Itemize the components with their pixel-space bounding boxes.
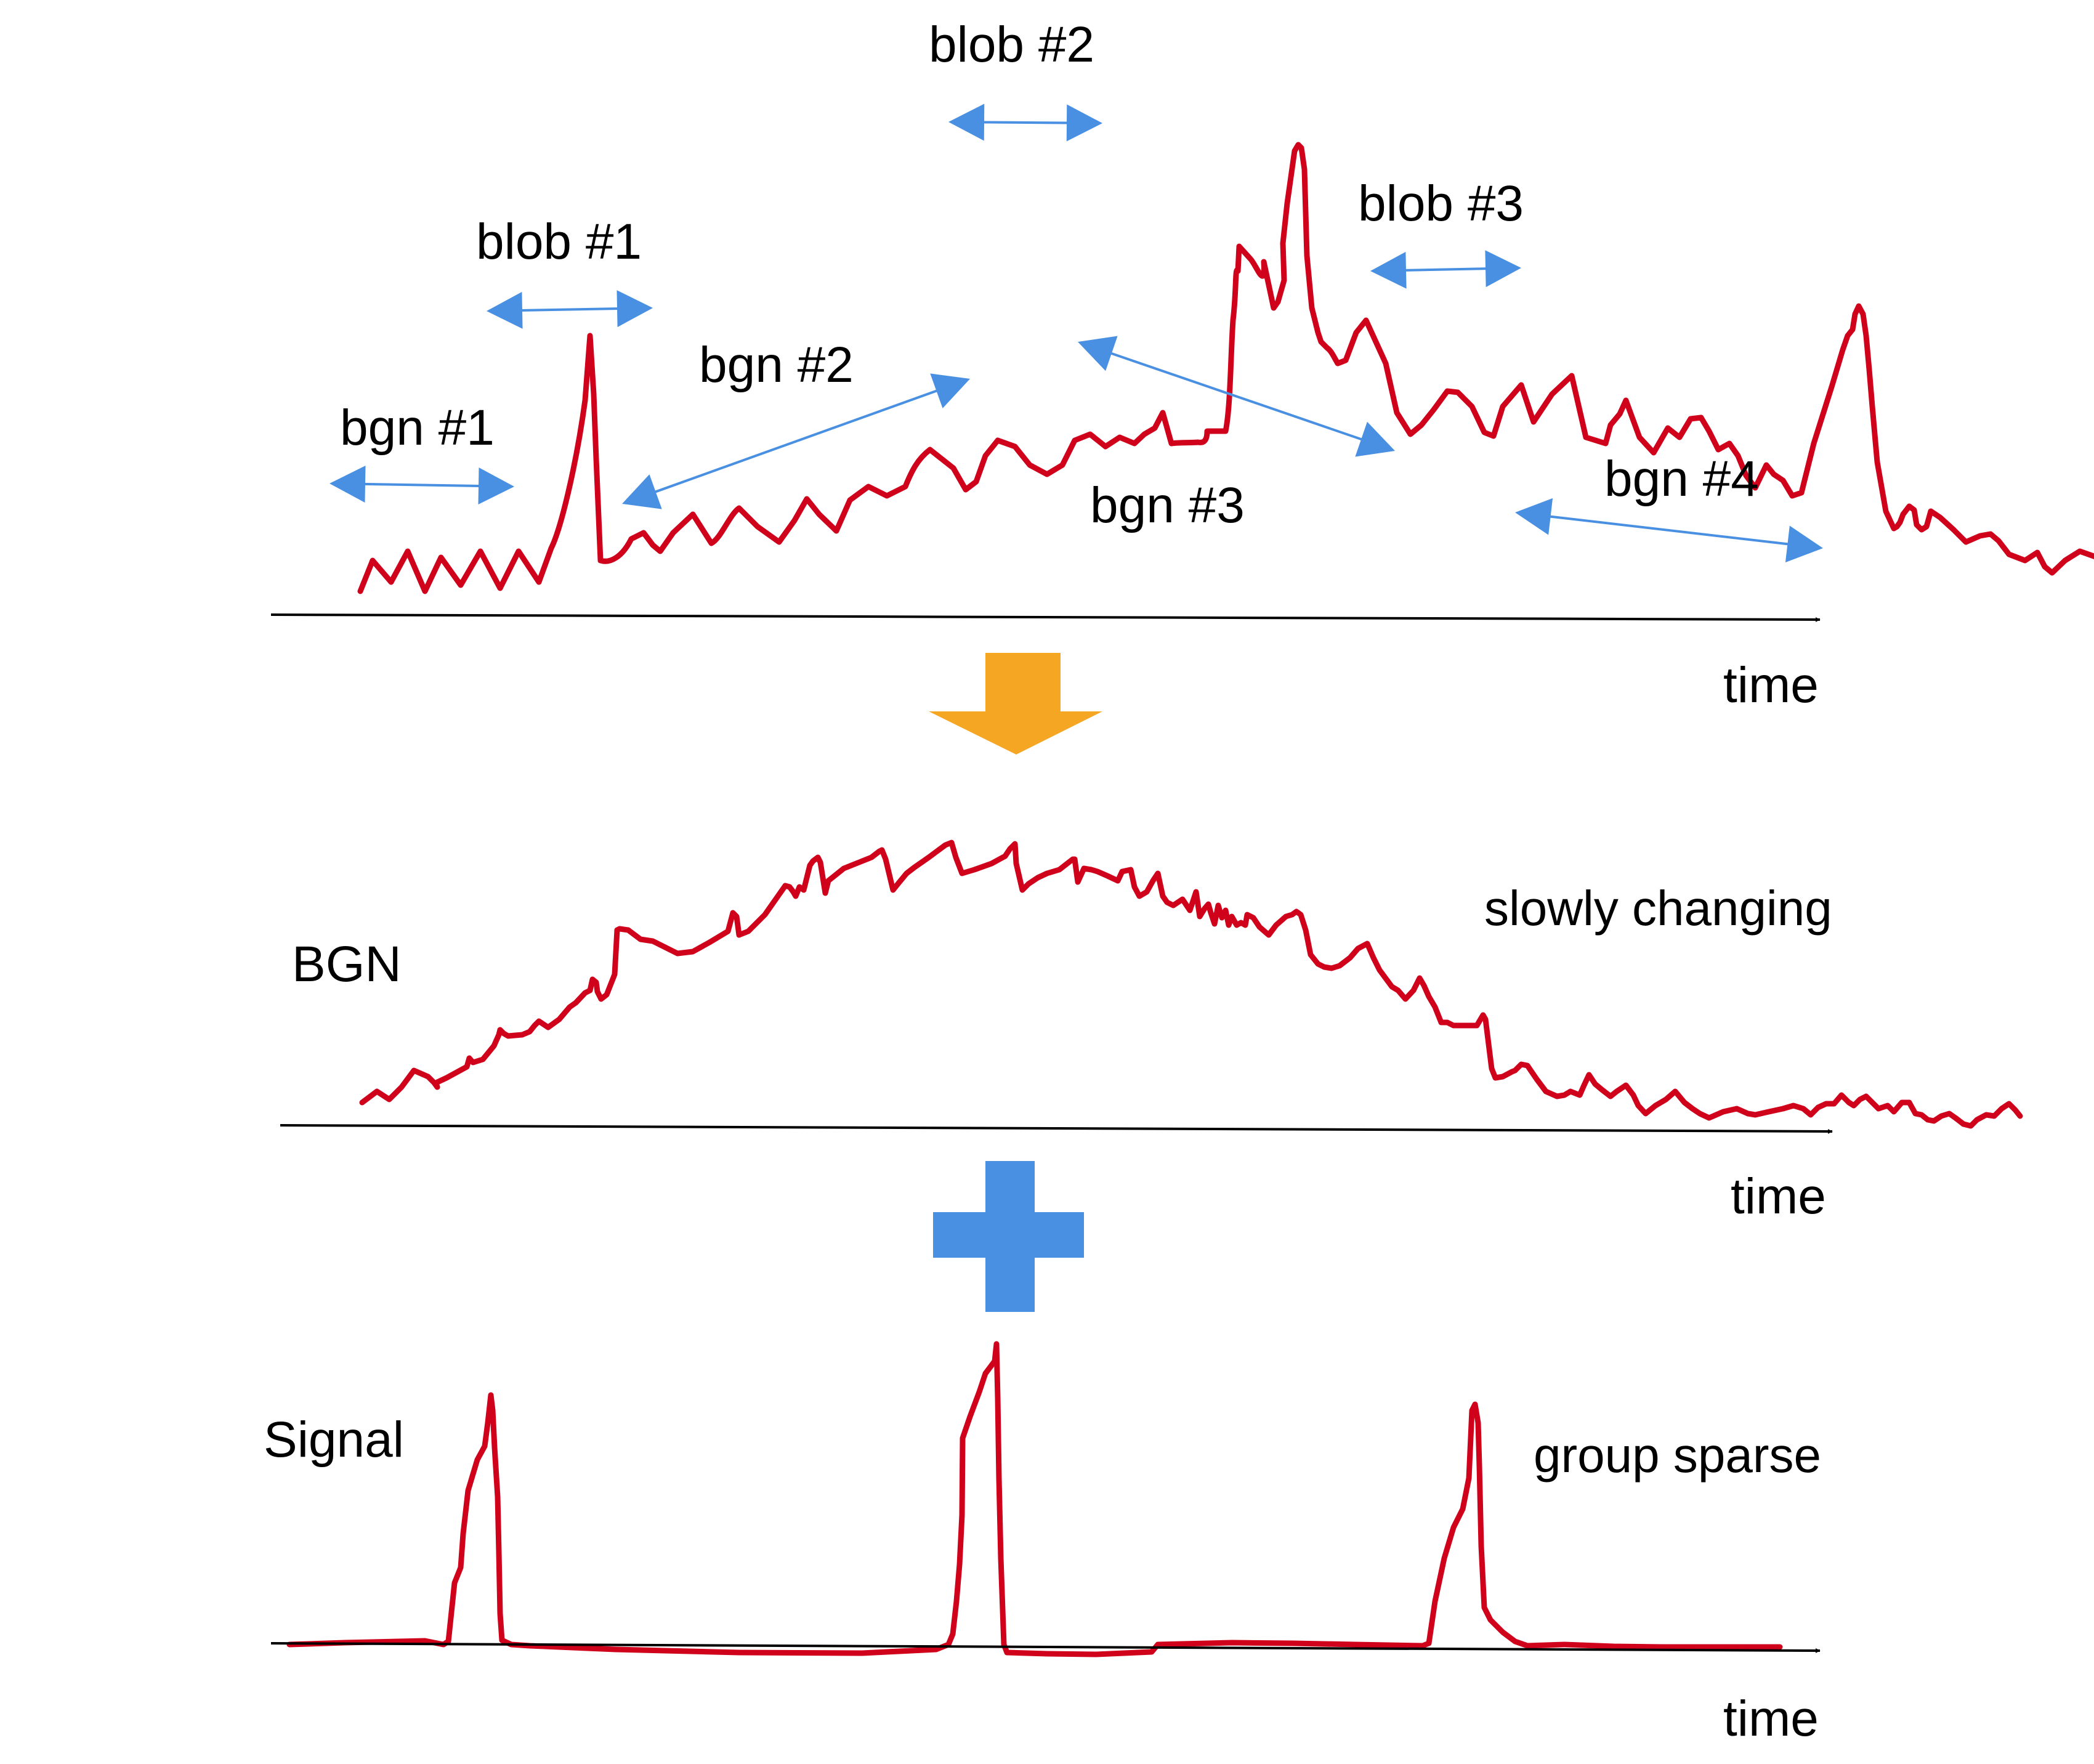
observed-waveform xyxy=(357,142,2094,594)
background-title: BGN xyxy=(292,936,402,992)
signal-axis-label: time xyxy=(1723,1691,1819,1747)
observed-axis-label: time xyxy=(1723,657,1819,713)
span-arrow-bgn1 xyxy=(329,465,514,505)
span-arrow-bgn4 xyxy=(1515,498,1823,563)
span-arrow-bgn3 xyxy=(1078,336,1395,457)
background-axis-label: time xyxy=(1731,1168,1826,1224)
signal-time-axis xyxy=(270,1642,1821,1653)
background-waveform xyxy=(359,840,2023,1129)
segment-label-bgn2: bgn #2 xyxy=(699,337,854,393)
segment-label-blob1: blob #1 xyxy=(476,214,642,270)
down-arrow-icon xyxy=(929,653,1102,755)
segment-label-bgn1: bgn #1 xyxy=(340,400,495,456)
segment-label-bgn4: bgn #4 xyxy=(1604,451,1759,507)
observed-time-axis xyxy=(270,613,1821,622)
segment-label-bgn3: bgn #3 xyxy=(1090,477,1245,533)
span-arrow-blob3 xyxy=(1370,250,1521,289)
span-arrows xyxy=(329,103,1823,563)
segment-label-blob3: blob #3 xyxy=(1358,176,1524,232)
span-arrow-blob1 xyxy=(487,290,653,329)
signal-panel: Signal group sparse time xyxy=(264,1341,1821,1747)
signal-note: group sparse xyxy=(1534,1428,1821,1483)
signal-waveform xyxy=(286,1341,1783,1657)
observed-panel: time bgn #1 blob #1 bgn #2 blob #2 bgn #… xyxy=(270,17,2094,713)
background-panel: BGN slowly changing time xyxy=(280,840,2023,1224)
signal-title: Signal xyxy=(264,1412,404,1468)
background-note: slowly changing xyxy=(1484,881,1832,936)
plus-icon xyxy=(933,1161,1084,1312)
span-arrow-blob2 xyxy=(948,103,1102,142)
background-time-axis xyxy=(280,1124,1833,1134)
span-arrow-bgn2 xyxy=(622,373,970,509)
segment-label-blob2: blob #2 xyxy=(929,17,1094,73)
